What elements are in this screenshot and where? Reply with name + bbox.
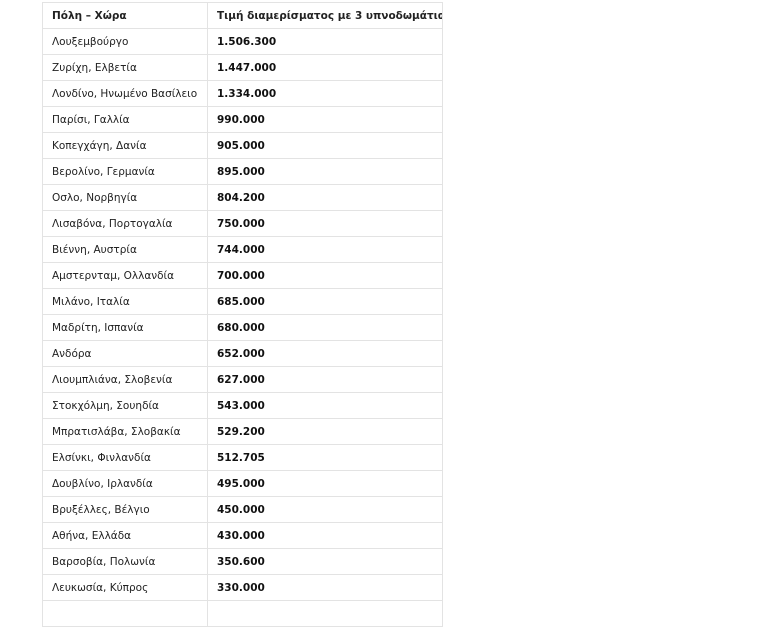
city-cell: Μιλάνο, Ιταλία bbox=[42, 288, 208, 315]
header-price: Τιμή διαμερίσματος με 3 υπνοδωμάτια (€) bbox=[207, 2, 443, 29]
table-row: Βρυξέλλες, Βέλγιο 450.000 bbox=[42, 496, 443, 523]
price-cell: 350.600 bbox=[207, 548, 443, 575]
city-cell: Λισαβόνα, Πορτογαλία bbox=[42, 210, 208, 237]
price-cell: 627.000 bbox=[207, 366, 443, 393]
city-cell: Οσλο, Νορβηγία bbox=[42, 184, 208, 211]
city-cell bbox=[42, 600, 208, 627]
table-row: Λισαβόνα, Πορτογαλία 750.000 bbox=[42, 210, 443, 237]
city-cell: Βιέννη, Αυστρία bbox=[42, 236, 208, 263]
price-cell: 990.000 bbox=[207, 106, 443, 133]
price-cell: 750.000 bbox=[207, 210, 443, 237]
table-header-row: Πόλη – Χώρα Τιμή διαμερίσματος με 3 υπνο… bbox=[42, 2, 443, 29]
table-row: Αμστερνταμ, Ολλανδία 700.000 bbox=[42, 262, 443, 289]
city-cell: Δουβλίνο, Ιρλανδία bbox=[42, 470, 208, 497]
price-cell: 450.000 bbox=[207, 496, 443, 523]
city-cell: Μαδρίτη, Ισπανία bbox=[42, 314, 208, 341]
table-row: Αθήνα, Ελλάδα 430.000 bbox=[42, 522, 443, 549]
city-cell: Αμστερνταμ, Ολλανδία bbox=[42, 262, 208, 289]
city-cell: Λονδίνο, Ηνωμένο Βασίλειο bbox=[42, 80, 208, 107]
table-row: Βιέννη, Αυστρία 744.000 bbox=[42, 236, 443, 263]
city-cell: Ζυρίχη, Ελβετία bbox=[42, 54, 208, 81]
city-cell: Ελσίνκι, Φινλανδία bbox=[42, 444, 208, 471]
price-cell: 652.000 bbox=[207, 340, 443, 367]
table-row: Ελσίνκι, Φινλανδία 512.705 bbox=[42, 444, 443, 471]
table-row: Βερολίνο, Γερμανία 895.000 bbox=[42, 158, 443, 185]
price-cell: 905.000 bbox=[207, 132, 443, 159]
city-cell: Βερολίνο, Γερμανία bbox=[42, 158, 208, 185]
city-cell: Κοπεγχάγη, Δανία bbox=[42, 132, 208, 159]
city-cell: Λευκωσία, Κύπρος bbox=[42, 574, 208, 601]
price-cell: 700.000 bbox=[207, 262, 443, 289]
table-row: Ανδόρα 652.000 bbox=[42, 340, 443, 367]
price-cell: 680.000 bbox=[207, 314, 443, 341]
table-row: Ζυρίχη, Ελβετία 1.447.000 bbox=[42, 54, 443, 81]
table-row: Μαδρίτη, Ισπανία 680.000 bbox=[42, 314, 443, 341]
price-cell: 512.705 bbox=[207, 444, 443, 471]
table-row: Δουβλίνο, Ιρλανδία 495.000 bbox=[42, 470, 443, 497]
price-cell: 330.000 bbox=[207, 574, 443, 601]
price-cell: 804.200 bbox=[207, 184, 443, 211]
price-cell: 685.000 bbox=[207, 288, 443, 315]
price-table: Πόλη – Χώρα Τιμή διαμερίσματος με 3 υπνο… bbox=[42, 2, 443, 627]
city-cell: Αθήνα, Ελλάδα bbox=[42, 522, 208, 549]
city-cell: Παρίσι, Γαλλία bbox=[42, 106, 208, 133]
header-city-country: Πόλη – Χώρα bbox=[42, 2, 208, 29]
city-cell: Βρυξέλλες, Βέλγιο bbox=[42, 496, 208, 523]
table-row bbox=[42, 600, 443, 627]
table-row: Κοπεγχάγη, Δανία 905.000 bbox=[42, 132, 443, 159]
price-cell: 744.000 bbox=[207, 236, 443, 263]
table-row: Μιλάνο, Ιταλία 685.000 bbox=[42, 288, 443, 315]
city-cell: Μπρατισλάβα, Σλοβακία bbox=[42, 418, 208, 445]
table-row: Παρίσι, Γαλλία 990.000 bbox=[42, 106, 443, 133]
city-cell: Στοκχόλμη, Σουηδία bbox=[42, 392, 208, 419]
table-row: Μπρατισλάβα, Σλοβακία 529.200 bbox=[42, 418, 443, 445]
price-cell: 543.000 bbox=[207, 392, 443, 419]
table-row: Λευκωσία, Κύπρος 330.000 bbox=[42, 574, 443, 601]
city-cell: Βαρσοβία, Πολωνία bbox=[42, 548, 208, 575]
price-cell: 495.000 bbox=[207, 470, 443, 497]
table-row: Λονδίνο, Ηνωμένο Βασίλειο 1.334.000 bbox=[42, 80, 443, 107]
city-cell: Λουξεμβούργο bbox=[42, 28, 208, 55]
price-cell bbox=[207, 600, 443, 627]
price-cell: 895.000 bbox=[207, 158, 443, 185]
table-row: Βαρσοβία, Πολωνία 350.600 bbox=[42, 548, 443, 575]
table-row: Στοκχόλμη, Σουηδία 543.000 bbox=[42, 392, 443, 419]
city-cell: Λιουμπλιάνα, Σλοβενία bbox=[42, 366, 208, 393]
price-cell: 1.334.000 bbox=[207, 80, 443, 107]
table-row: Λιουμπλιάνα, Σλοβενία 627.000 bbox=[42, 366, 443, 393]
price-cell: 1.447.000 bbox=[207, 54, 443, 81]
price-cell: 529.200 bbox=[207, 418, 443, 445]
table-row: Λουξεμβούργο 1.506.300 bbox=[42, 28, 443, 55]
price-cell: 1.506.300 bbox=[207, 28, 443, 55]
price-cell: 430.000 bbox=[207, 522, 443, 549]
city-cell: Ανδόρα bbox=[42, 340, 208, 367]
table-row: Οσλο, Νορβηγία 804.200 bbox=[42, 184, 443, 211]
